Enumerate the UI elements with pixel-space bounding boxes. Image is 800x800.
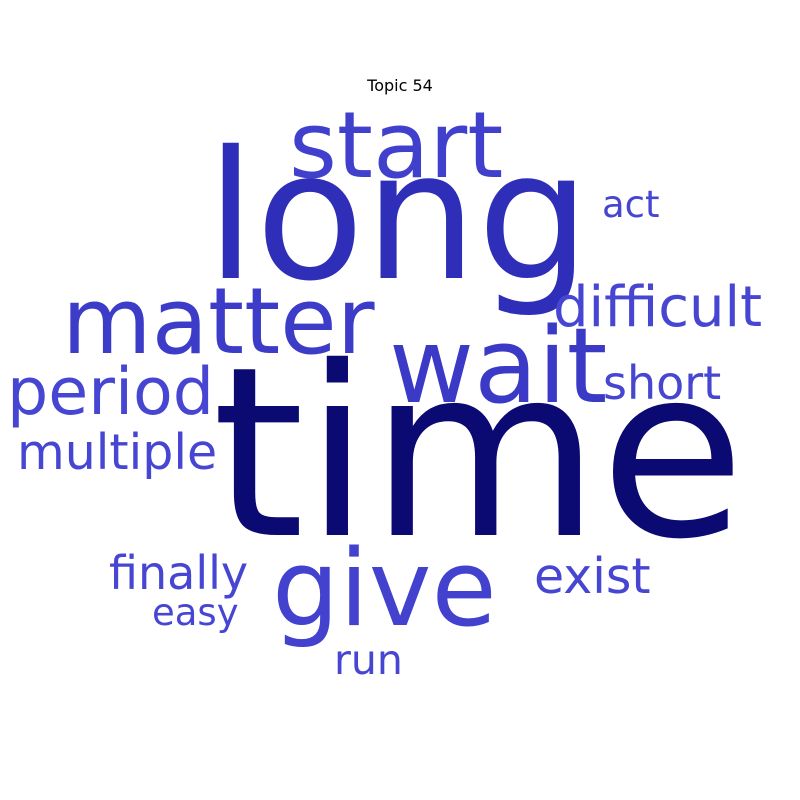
word-time: time bbox=[212, 316, 746, 591]
word-multiple: multiple bbox=[17, 424, 218, 481]
word-finally: finally bbox=[109, 546, 249, 600]
word-short: short bbox=[603, 356, 722, 410]
word-wait: wait bbox=[389, 305, 608, 427]
word-matter: matter bbox=[62, 268, 375, 375]
word-exist: exist bbox=[534, 548, 651, 605]
word-difficult: difficult bbox=[553, 275, 763, 340]
word-easy: easy bbox=[152, 591, 239, 634]
word-run: run bbox=[334, 636, 403, 684]
word-act: act bbox=[602, 183, 660, 226]
word-long: long bbox=[206, 113, 591, 320]
word-give: give bbox=[272, 527, 497, 650]
chart-title: Topic 54 bbox=[367, 76, 433, 95]
word-start: start bbox=[289, 92, 504, 199]
word-period: period bbox=[7, 355, 215, 430]
